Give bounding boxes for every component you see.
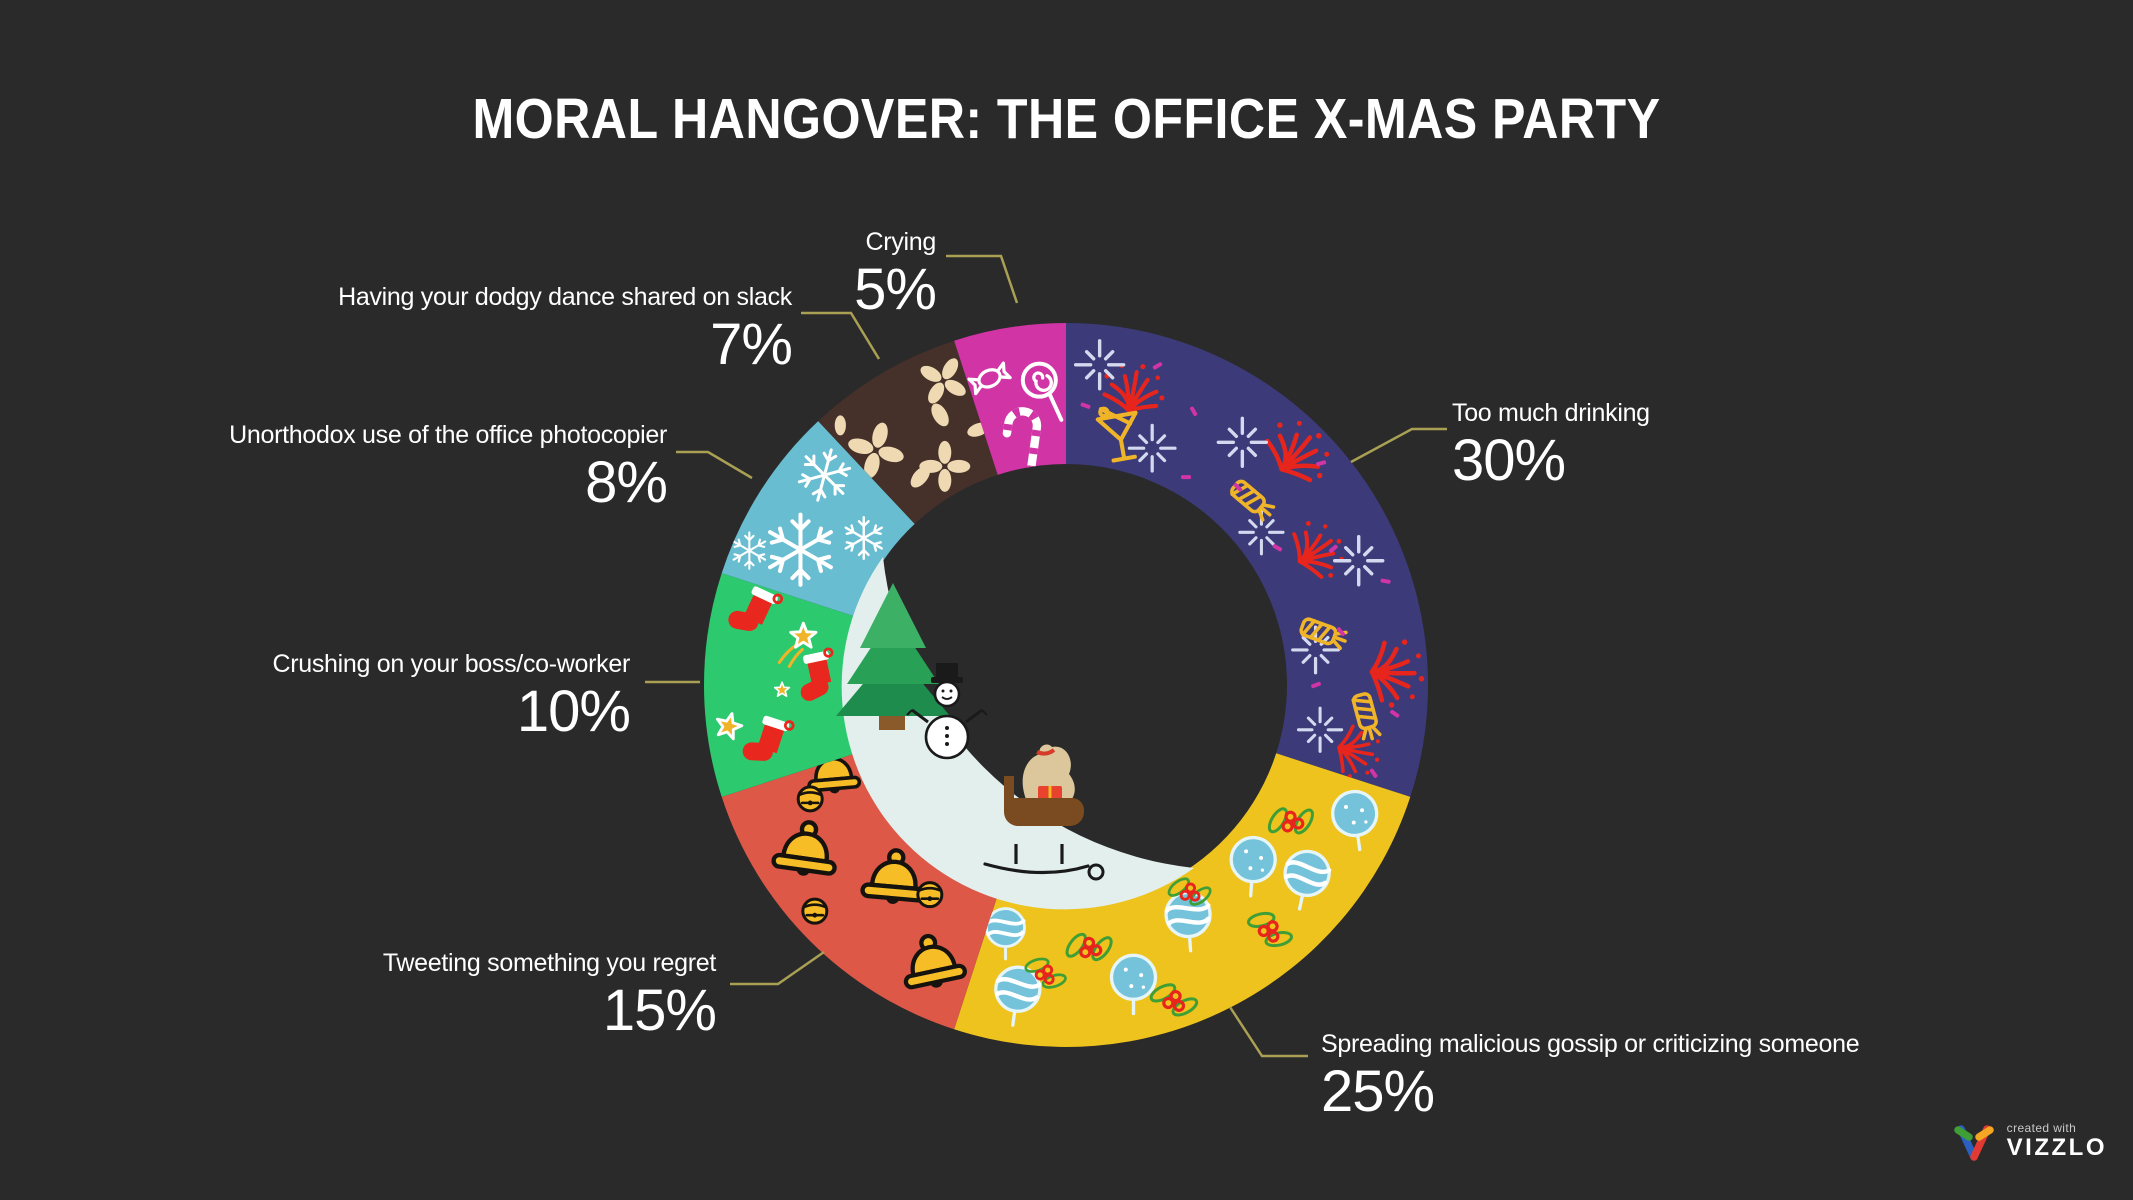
callout-too-much-drinking: Too much drinking 30% bbox=[1452, 399, 1650, 490]
callout-crushing: Crushing on your boss/co-worker 10% bbox=[272, 650, 631, 744]
leader-line-tweeting bbox=[730, 950, 825, 986]
donut-segment-too-much-drinking bbox=[1066, 323, 1428, 797]
callout-dodgy-dance: Having your dodgy dance shared on slack … bbox=[338, 283, 793, 377]
jinglebell-icon bbox=[916, 881, 944, 909]
callout-tweeting: Tweeting something you regret 15% bbox=[382, 949, 717, 1043]
vizzlo-badge[interactable]: created with VIZZLO bbox=[1951, 1120, 2107, 1164]
badge-small-text: created with bbox=[2006, 1121, 2077, 1136]
jinglebell-icon bbox=[796, 785, 824, 813]
jinglebell-icon bbox=[801, 897, 829, 925]
callout-label: Crushing on your boss/co-worker bbox=[272, 650, 630, 678]
callout-label: Tweeting something you regret bbox=[382, 949, 716, 977]
leader-line-too-much-drinking bbox=[1350, 427, 1447, 464]
christmas-tree-icon bbox=[836, 583, 950, 730]
callout-percent: 7% bbox=[710, 311, 793, 377]
snow-hill bbox=[841, 557, 1194, 910]
callout-label: Spreading malicious gossip or criticizin… bbox=[1321, 1030, 1860, 1058]
sleigh-body bbox=[1004, 776, 1084, 826]
badge-brand: VIZZLO bbox=[2006, 1134, 2107, 1162]
callout-label: Crying bbox=[865, 228, 937, 256]
callout-label: Too much drinking bbox=[1452, 399, 1650, 427]
callout-percent: 5% bbox=[854, 256, 937, 322]
chart-title: MORAL HANGOVER: THE OFFICE X-MAS PARTY bbox=[472, 87, 1661, 151]
callout-percent: 25% bbox=[1321, 1058, 1435, 1124]
callout-label: Having your dodgy dance shared on slack bbox=[338, 283, 792, 311]
callout-gossip: Spreading malicious gossip or criticizin… bbox=[1321, 1030, 1860, 1124]
leader-line-dodgy-dance bbox=[801, 311, 881, 360]
confetti-icon bbox=[1181, 475, 1191, 480]
leader-line-photocopier bbox=[676, 450, 753, 480]
callout-percent: 8% bbox=[585, 449, 668, 515]
santa-sleigh-icon bbox=[983, 744, 1105, 881]
callout-crying: Crying 5% bbox=[854, 228, 937, 322]
petal-icon bbox=[834, 415, 846, 436]
callout-photocopier: Unorthodox use of the office photocopier… bbox=[229, 421, 668, 515]
leader-line-crying bbox=[946, 254, 1019, 304]
vizzlo-logo-icon bbox=[1953, 1125, 1994, 1161]
snowman-icon bbox=[906, 663, 988, 760]
callout-percent: 30% bbox=[1452, 427, 1566, 493]
callout-percent: 15% bbox=[602, 977, 717, 1043]
callout-percent: 10% bbox=[516, 678, 631, 744]
leader-lines bbox=[645, 254, 1447, 1058]
center-scene bbox=[836, 557, 1194, 910]
leader-line-gossip bbox=[1228, 1006, 1308, 1058]
callout-label: Unorthodox use of the office photocopier bbox=[229, 421, 667, 449]
